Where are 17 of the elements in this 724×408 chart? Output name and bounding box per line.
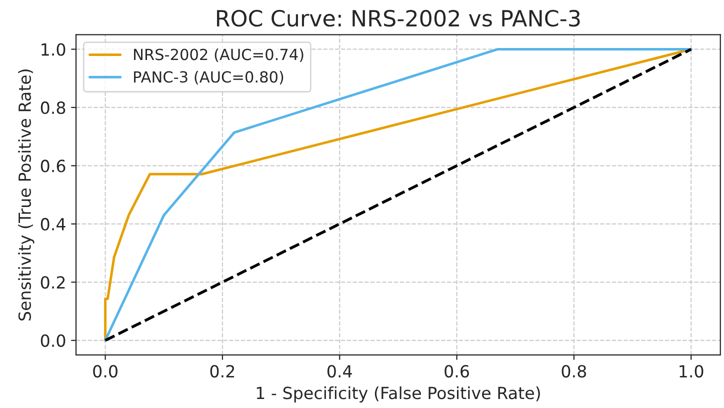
chart-title: ROC Curve: NRS-2002 vs PANC-3 — [217, 10, 580, 27]
y-axis-title: Sensitivity (True Positive Rate) — [18, 70, 34, 320]
legend-label: PANC-3 (AUC=0.80) — [134, 70, 284, 84]
x-tick-label: 0.8 — [562, 364, 586, 378]
x-tick-label: 0.4 — [327, 364, 352, 378]
x-axis-title: 1 - Specificity (False Positive Rate) — [256, 386, 540, 402]
y-tick-label: 0.2 — [40, 276, 65, 289]
legend-label: NRS-2002 (AUC=0.74) — [134, 48, 304, 62]
y-tick-label: 0.8 — [40, 101, 66, 114]
y-tick-label: 0.0 — [40, 334, 66, 347]
y-tick-label: 1.0 — [42, 43, 66, 56]
y-tick-label: 0.4 — [40, 218, 66, 231]
x-tick-label: 0.2 — [210, 364, 234, 378]
y-tick-label: 0.6 — [40, 160, 66, 172]
x-tick-label: 0.6 — [444, 364, 469, 378]
x-tick-label: 0.0 — [93, 364, 118, 378]
x-tick-label: 1.0 — [680, 364, 704, 378]
